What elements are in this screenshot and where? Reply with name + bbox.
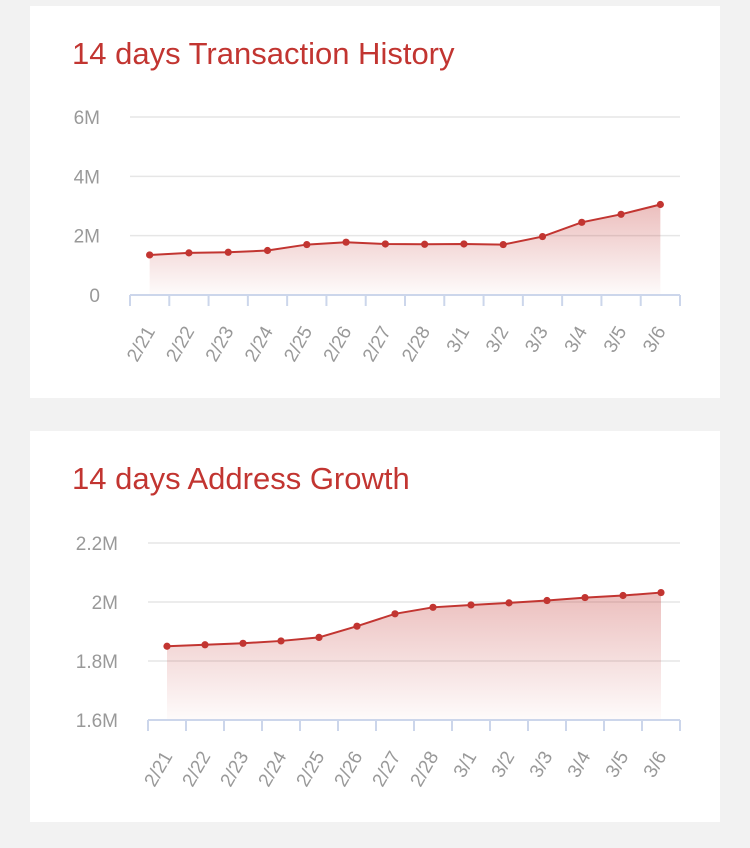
- addr-y-tick-label: 1.6M: [76, 711, 118, 732]
- address-growth-title: 14 days Address Growth: [72, 461, 410, 496]
- tx-x-tick-label: 3/6: [639, 323, 670, 356]
- addr-x-tick-label: 2/24: [255, 748, 292, 791]
- addr-data-point: [657, 588, 665, 597]
- tx-x-tick-label: 3/2: [482, 323, 513, 356]
- addr-x-tick-label: 3/1: [450, 748, 481, 781]
- tx-x-tick-label: 2/24: [241, 323, 278, 366]
- addr-data-point: [429, 603, 437, 611]
- addr-data-point: [277, 637, 285, 645]
- tx-data-point: [499, 240, 507, 249]
- addr-data-point: [315, 633, 323, 641]
- tx-data-point: [460, 240, 468, 248]
- transaction-history-title: 14 days Transaction History: [72, 36, 455, 71]
- tx-data-point: [578, 218, 586, 226]
- addr-x-tick-label: 2/23: [217, 748, 254, 791]
- addr-data-point: [619, 591, 627, 600]
- addr-x-tick-label: 2/25: [293, 748, 330, 791]
- addr-data-point: [391, 610, 399, 618]
- tx-x-tick-label: 2/27: [359, 323, 396, 366]
- addr-y-tick-label: 2M: [92, 593, 118, 614]
- addr-x-tick-label: 3/3: [526, 748, 557, 781]
- tx-x-tick-label: 3/3: [521, 323, 552, 356]
- addr-x-tick-label: 2/21: [141, 748, 178, 791]
- tx-x-tick-label: 3/5: [600, 323, 631, 356]
- addr-series-line: [166, 591, 662, 648]
- tx-x-tick-label: 2/25: [280, 323, 317, 366]
- addr-data-point: [163, 642, 171, 650]
- tx-data-point: [342, 238, 350, 246]
- tx-area-fill: [149, 204, 661, 295]
- tx-data-point: [421, 240, 429, 248]
- tx-data-point: [381, 240, 389, 248]
- addr-data-point: [543, 596, 551, 605]
- addr-x-tick-label: 2/22: [179, 748, 216, 791]
- addr-data-point: [505, 599, 513, 607]
- addr-data-point: [467, 601, 475, 609]
- tx-x-tick-label: 2/22: [163, 323, 200, 366]
- tx-y-tick-label: 0: [89, 286, 100, 307]
- tx-series-line: [149, 203, 661, 256]
- transaction-history-card: 14 days Transaction History 0 2M 4M 6M 2/21 2…: [30, 6, 720, 398]
- tx-x-tick-label: 2/21: [123, 323, 160, 366]
- tx-data-point: [146, 251, 154, 259]
- addr-x-tick-label: 3/4: [564, 748, 596, 782]
- addr-x-tick-label: 2/27: [369, 748, 406, 791]
- tx-data-point: [185, 249, 193, 257]
- addr-x-tick-label: 3/2: [488, 748, 519, 781]
- address-growth-card: 14 days Address Growth 1.6M 1.8M 2M 2.2M 2/2…: [30, 431, 720, 822]
- addr-data-point: [201, 641, 209, 649]
- tx-data-point: [538, 232, 547, 241]
- addr-y-tick-label: 1.8M: [76, 652, 118, 673]
- tx-data-point: [617, 210, 625, 218]
- addr-data-point: [353, 622, 361, 630]
- tx-data-point: [224, 248, 232, 256]
- addr-area-fill: [167, 592, 661, 720]
- addr-x-tick-label: 3/6: [640, 748, 671, 781]
- addr-x-tick-label: 2/28: [407, 748, 444, 791]
- addr-y-tick-label: 2.2M: [76, 534, 118, 555]
- addr-x-tick-label: 2/26: [331, 748, 368, 791]
- tx-x-tick-label: 2/26: [320, 323, 357, 366]
- tx-y-tick-label: 4M: [74, 167, 100, 188]
- addr-data-point: [239, 639, 247, 647]
- addr-data-point: [581, 593, 589, 602]
- tx-y-tick-label: 2M: [74, 227, 100, 248]
- tx-x-tick-label: 3/1: [443, 323, 474, 356]
- tx-data-point: [656, 200, 664, 209]
- tx-data-point: [303, 240, 311, 249]
- tx-data-point: [263, 246, 272, 255]
- tx-x-tick-label: 3/4: [561, 323, 593, 357]
- addr-x-tick-label: 3/5: [602, 748, 633, 781]
- tx-x-tick-label: 2/28: [398, 323, 435, 366]
- tx-y-tick-label: 6M: [74, 108, 100, 129]
- tx-x-tick-label: 2/23: [202, 323, 239, 366]
